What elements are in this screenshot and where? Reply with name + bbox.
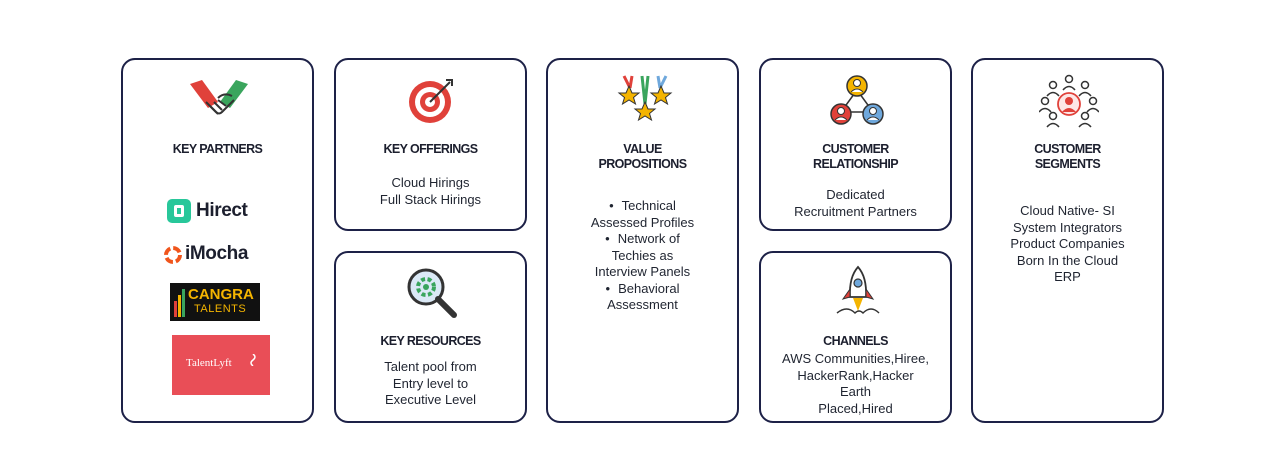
value-proposition-item: • Technical Assessed Profiles [554, 198, 731, 231]
value-proposition-line: Techies as [611, 247, 674, 263]
value-propositions-title-line: VALUE [623, 142, 662, 156]
award-stars-icon [617, 75, 673, 122]
talentlyft-logo-text: TalentLyft [186, 357, 232, 369]
customer-segments-line: Cloud Native- SI [1020, 203, 1115, 218]
key-offerings-line: Cloud Hirings [391, 175, 470, 190]
value-proposition-line: Assessment [607, 297, 678, 312]
customer-relationship-title-line: RELATIONSHIP [813, 157, 899, 171]
customer-segments-title-line: SEGMENTS [1034, 157, 1101, 171]
customer-segments-text: Cloud Native- SI System Integrators Prod… [979, 203, 1156, 286]
key-partners-title: KEY PARTNERS [172, 142, 263, 156]
audience-group-icon [1039, 74, 1099, 128]
bullet-dot: • [605, 231, 610, 246]
customer-relationship-card: CUSTOMER RELATIONSHIP Dedicated Recruitm… [759, 58, 952, 231]
customer-network-icon [830, 75, 884, 125]
magnifier-gear-icon [407, 268, 457, 318]
customer-segments-line: Product Companies [1010, 236, 1125, 251]
channels-text: AWS Communities,Hiree, HackerRank,Hacker… [763, 351, 948, 417]
rocket-icon [836, 265, 880, 315]
bullet-dot: • [609, 198, 614, 213]
key-offerings-title: KEY OFFERINGS [383, 142, 478, 156]
value-propositions-card: VALUE PROPOSITIONS • Technical Assessed P… [546, 58, 739, 423]
customer-segments-title: CUSTOMER SEGMENTS [973, 142, 1162, 172]
key-offerings-line: Full Stack Hirings [379, 191, 482, 207]
key-resources-line: Executive Level [384, 392, 477, 407]
customer-segments-title-line: CUSTOMER [1034, 142, 1101, 156]
channels-line: HackerRank,Hacker [797, 367, 914, 383]
channels-card: CHANNELS AWS Communities,Hiree, HackerRa… [759, 251, 952, 423]
value-propositions-list: • Technical Assessed Profiles • Network of… [554, 198, 731, 314]
customer-segments-line: System Integrators [1012, 219, 1123, 235]
hirect-logo-text: Hirect [196, 200, 248, 221]
channels-line: Placed,Hired [818, 400, 893, 416]
customer-segments-card: CUSTOMER SEGMENTS Cloud Native- SI Syste… [971, 58, 1164, 423]
customer-relationship-line: Recruitment Partners [794, 203, 917, 219]
value-proposition-line: Network of [617, 231, 680, 246]
channels-title: CHANNELS [823, 334, 888, 348]
value-proposition-line: Interview Panels [594, 264, 691, 279]
customer-relationship-line: Dedicated [826, 187, 885, 202]
value-proposition-item: • Network of Techies as Interview Panels [554, 231, 731, 281]
customer-relationship-text: Dedicated Recruitment Partners [767, 187, 944, 220]
value-proposition-item: • Behavioral Assessment [554, 281, 731, 314]
talentlyft-logo: TalentLyft [172, 335, 270, 395]
customer-relationship-title-line: CUSTOMER [822, 142, 889, 156]
channels-line: Earth [839, 384, 872, 399]
imocha-mark-icon [164, 246, 182, 264]
handshake-icon [190, 80, 248, 115]
customer-segments-line: ERP [1054, 269, 1081, 284]
talentlyft-mark-icon [250, 354, 256, 366]
key-partners-card: KEY PARTNERS Hirect iMocha CANGRA TALENT… [121, 58, 314, 423]
key-resources-line: Talent pool from [384, 359, 477, 374]
target-icon [409, 79, 453, 123]
value-proposition-line: Behavioral [618, 280, 680, 296]
value-propositions-title: VALUE PROPOSITIONS [548, 142, 737, 172]
hirect-logo: Hirect [167, 198, 277, 224]
talents-logo-text: TALENTS [194, 303, 247, 315]
imocha-logo-text: iMocha [185, 243, 249, 264]
cangra-logo-text: CANGRA [188, 286, 254, 303]
key-offerings-text: Cloud Hirings Full Stack Hirings [342, 175, 519, 208]
hirect-mark-icon [167, 199, 191, 223]
cangra-talents-logo: CANGRA TALENTS [170, 283, 260, 321]
channels-line: AWS Communities,Hiree, [782, 351, 929, 366]
key-resources-title: KEY RESOURCES [380, 334, 481, 348]
customer-relationship-title: CUSTOMER RELATIONSHIP [761, 142, 950, 172]
key-resources-card: KEY RESOURCES Talent pool from Entry lev… [334, 251, 527, 423]
key-offerings-card: KEY OFFERINGS Cloud Hirings Full Stack H… [334, 58, 527, 231]
bullet-dot: • [605, 280, 611, 296]
value-propositions-title-line: PROPOSITIONS [598, 157, 688, 171]
key-resources-text: Talent pool from Entry level to Executiv… [342, 359, 519, 409]
imocha-logo: iMocha [163, 242, 283, 268]
customer-segments-line: Born In the Cloud [1016, 252, 1119, 268]
value-proposition-line: Technical [621, 198, 676, 213]
cangra-bars-icon [174, 289, 185, 317]
key-resources-line: Entry level to [392, 375, 469, 391]
value-proposition-line: Assessed Profiles [590, 214, 695, 230]
